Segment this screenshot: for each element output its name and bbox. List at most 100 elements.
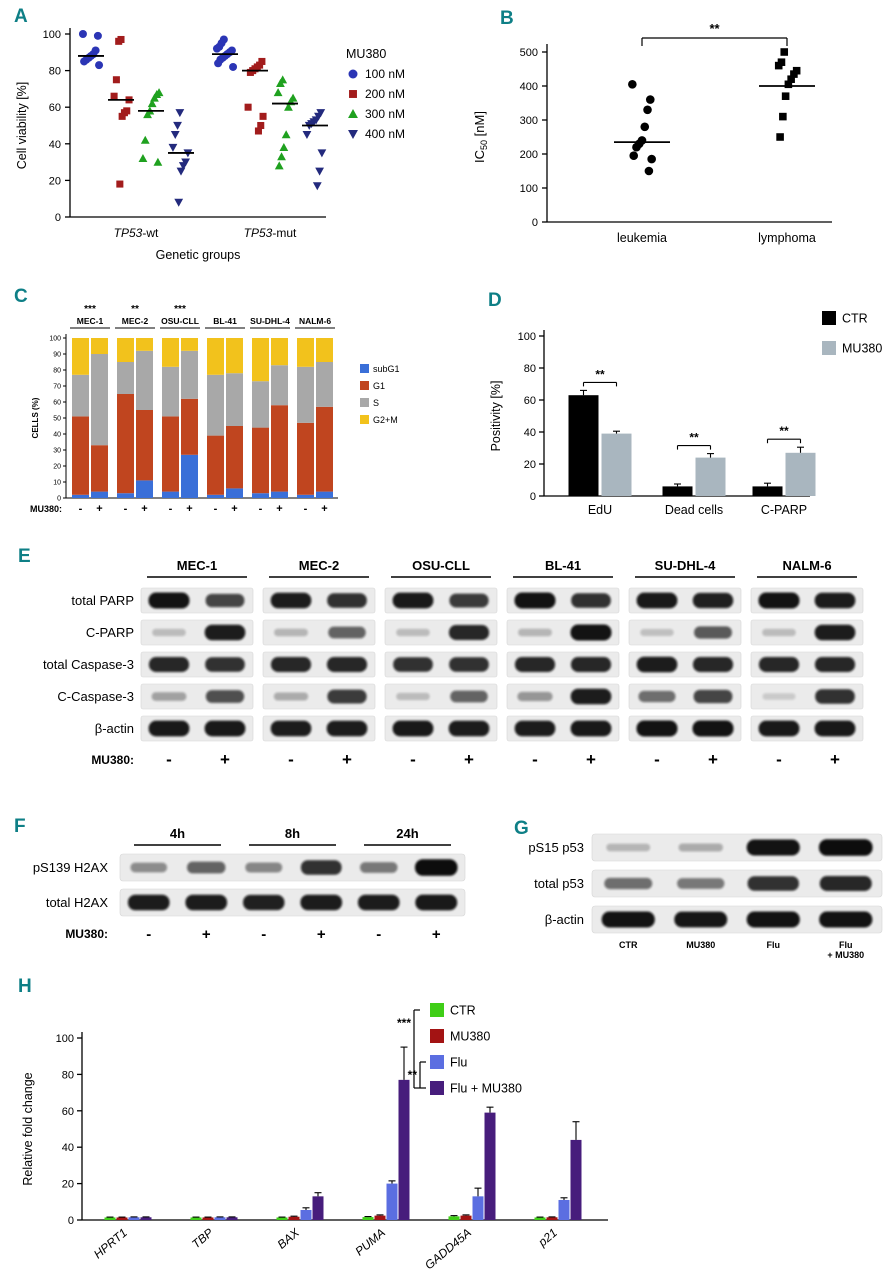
svg-text:**: ** bbox=[779, 424, 789, 438]
svg-text:+: + bbox=[96, 503, 102, 515]
svg-text:60: 60 bbox=[49, 102, 61, 114]
svg-text:-: - bbox=[654, 750, 660, 769]
svg-text:**: ** bbox=[408, 1068, 418, 1082]
svg-text:Dead cells: Dead cells bbox=[665, 503, 723, 517]
svg-text:+: + bbox=[186, 503, 192, 515]
svg-text:S: S bbox=[373, 398, 379, 408]
svg-text:-: - bbox=[259, 503, 263, 515]
svg-text:total Caspase-3: total Caspase-3 bbox=[43, 657, 134, 672]
svg-text:80: 80 bbox=[524, 363, 536, 375]
svg-text:80: 80 bbox=[49, 66, 61, 78]
svg-text:Flu: Flu bbox=[839, 940, 853, 950]
svg-text:20: 20 bbox=[53, 464, 61, 471]
svg-text:20: 20 bbox=[524, 459, 536, 471]
svg-text:pS139 H2AX: pS139 H2AX bbox=[33, 860, 108, 875]
svg-text:100: 100 bbox=[520, 183, 538, 195]
svg-text:C-PARP: C-PARP bbox=[86, 625, 134, 640]
svg-text:-: - bbox=[79, 503, 83, 515]
svg-text:β-actin: β-actin bbox=[545, 912, 584, 927]
svg-text:30: 30 bbox=[53, 448, 61, 455]
svg-text:10: 10 bbox=[53, 480, 61, 487]
svg-text:total H2AX: total H2AX bbox=[46, 895, 108, 910]
panel-f-chart: 4h 8h 24h pS139 H2AX total H2AX MU380: - + - + - + bbox=[33, 826, 466, 943]
svg-text:-: - bbox=[146, 926, 151, 943]
svg-text:-: - bbox=[169, 503, 173, 515]
panel-a-letter: A bbox=[14, 6, 28, 27]
svg-text:24h: 24h bbox=[396, 826, 418, 841]
svg-text:300: 300 bbox=[520, 115, 538, 127]
svg-text:BL-41: BL-41 bbox=[213, 316, 237, 326]
svg-text:MU380:: MU380: bbox=[30, 504, 62, 514]
svg-text:200 nM: 200 nM bbox=[365, 87, 405, 101]
svg-text:total PARP: total PARP bbox=[71, 593, 134, 608]
panel-b-chart: 0 100 200 300 400 500 IC50 [nM] leukemia lymphom… bbox=[472, 21, 832, 245]
svg-text:+: + bbox=[220, 750, 230, 769]
svg-text:60: 60 bbox=[524, 395, 536, 407]
svg-text:CTR: CTR bbox=[450, 1004, 476, 1018]
svg-text:-: - bbox=[214, 503, 218, 515]
panel-b-letter: B bbox=[500, 8, 514, 29]
svg-text:0: 0 bbox=[530, 491, 536, 503]
svg-text:-: - bbox=[532, 750, 538, 769]
svg-text:**: ** bbox=[709, 21, 720, 36]
svg-text:50: 50 bbox=[53, 416, 61, 423]
svg-text:0: 0 bbox=[55, 212, 61, 224]
svg-text:0: 0 bbox=[68, 1215, 74, 1227]
svg-text:40: 40 bbox=[524, 427, 536, 439]
svg-text:OSU-CLL: OSU-CLL bbox=[161, 316, 199, 326]
svg-text:+: + bbox=[141, 503, 147, 515]
svg-text:MEC-1: MEC-1 bbox=[77, 316, 104, 326]
svg-text:leukemia: leukemia bbox=[617, 231, 667, 245]
svg-text:NALM-6: NALM-6 bbox=[299, 316, 331, 326]
svg-text:TP53-mut: TP53-mut bbox=[244, 226, 297, 240]
svg-text:Flu: Flu bbox=[767, 940, 781, 950]
panel-d-letter: D bbox=[488, 290, 502, 311]
svg-text:+: + bbox=[708, 750, 718, 769]
svg-text:PUMA: PUMA bbox=[352, 1226, 388, 1259]
svg-text:BAX: BAX bbox=[275, 1225, 303, 1252]
svg-text:Flu: Flu bbox=[450, 1056, 467, 1070]
svg-text:4h: 4h bbox=[170, 826, 185, 841]
panel-f-letter: F bbox=[14, 816, 26, 837]
svg-text:-: - bbox=[288, 750, 294, 769]
svg-text:TP53-wt: TP53-wt bbox=[114, 226, 159, 240]
svg-text:500: 500 bbox=[520, 47, 538, 59]
svg-text:80: 80 bbox=[53, 368, 61, 375]
panel-c-letter: C bbox=[14, 286, 28, 307]
svg-text:400 nM: 400 nM bbox=[365, 127, 405, 141]
svg-text:pS15 p53: pS15 p53 bbox=[528, 840, 584, 855]
svg-text:100 nM: 100 nM bbox=[365, 67, 405, 81]
svg-text:90: 90 bbox=[53, 352, 61, 359]
svg-text:0: 0 bbox=[57, 496, 61, 503]
svg-text:+: + bbox=[464, 750, 474, 769]
svg-text:**: ** bbox=[131, 304, 139, 315]
svg-text:G2+M: G2+M bbox=[373, 415, 398, 425]
svg-text:+: + bbox=[432, 926, 441, 943]
svg-text:+: + bbox=[317, 926, 326, 943]
svg-text:-: - bbox=[776, 750, 782, 769]
svg-text:β-actin: β-actin bbox=[95, 721, 134, 736]
svg-text:+: + bbox=[202, 926, 211, 943]
panel-h-chart: 0 20 40 60 80 100 Relative fold change HPRT1 TBP… bbox=[21, 1003, 608, 1273]
svg-text:MU380: MU380 bbox=[686, 940, 715, 950]
svg-text:100: 100 bbox=[49, 336, 61, 343]
svg-text:GADD45A: GADD45A bbox=[422, 1226, 474, 1273]
svg-text:+: + bbox=[342, 750, 352, 769]
svg-text:TBP: TBP bbox=[189, 1226, 216, 1252]
svg-text:100: 100 bbox=[56, 1033, 74, 1045]
svg-text:40: 40 bbox=[53, 432, 61, 439]
svg-text:60: 60 bbox=[62, 1106, 74, 1118]
svg-text:MU380: MU380 bbox=[450, 1030, 490, 1044]
svg-text:60: 60 bbox=[53, 400, 61, 407]
svg-text:70: 70 bbox=[53, 384, 61, 391]
panel-e-chart: MEC-1 MEC-2 OSU-CLL BL-41 SU-DHL-4 NALM-6 tota… bbox=[43, 558, 864, 769]
svg-text:-: - bbox=[124, 503, 128, 515]
panel-g-letter: G bbox=[514, 818, 529, 839]
svg-text:***: *** bbox=[397, 1016, 411, 1030]
svg-text:-: - bbox=[376, 926, 381, 943]
svg-text:***: *** bbox=[174, 304, 186, 315]
svg-text:40: 40 bbox=[49, 139, 61, 151]
svg-text:MEC-1: MEC-1 bbox=[177, 558, 217, 573]
svg-text:HPRT1: HPRT1 bbox=[91, 1226, 130, 1262]
